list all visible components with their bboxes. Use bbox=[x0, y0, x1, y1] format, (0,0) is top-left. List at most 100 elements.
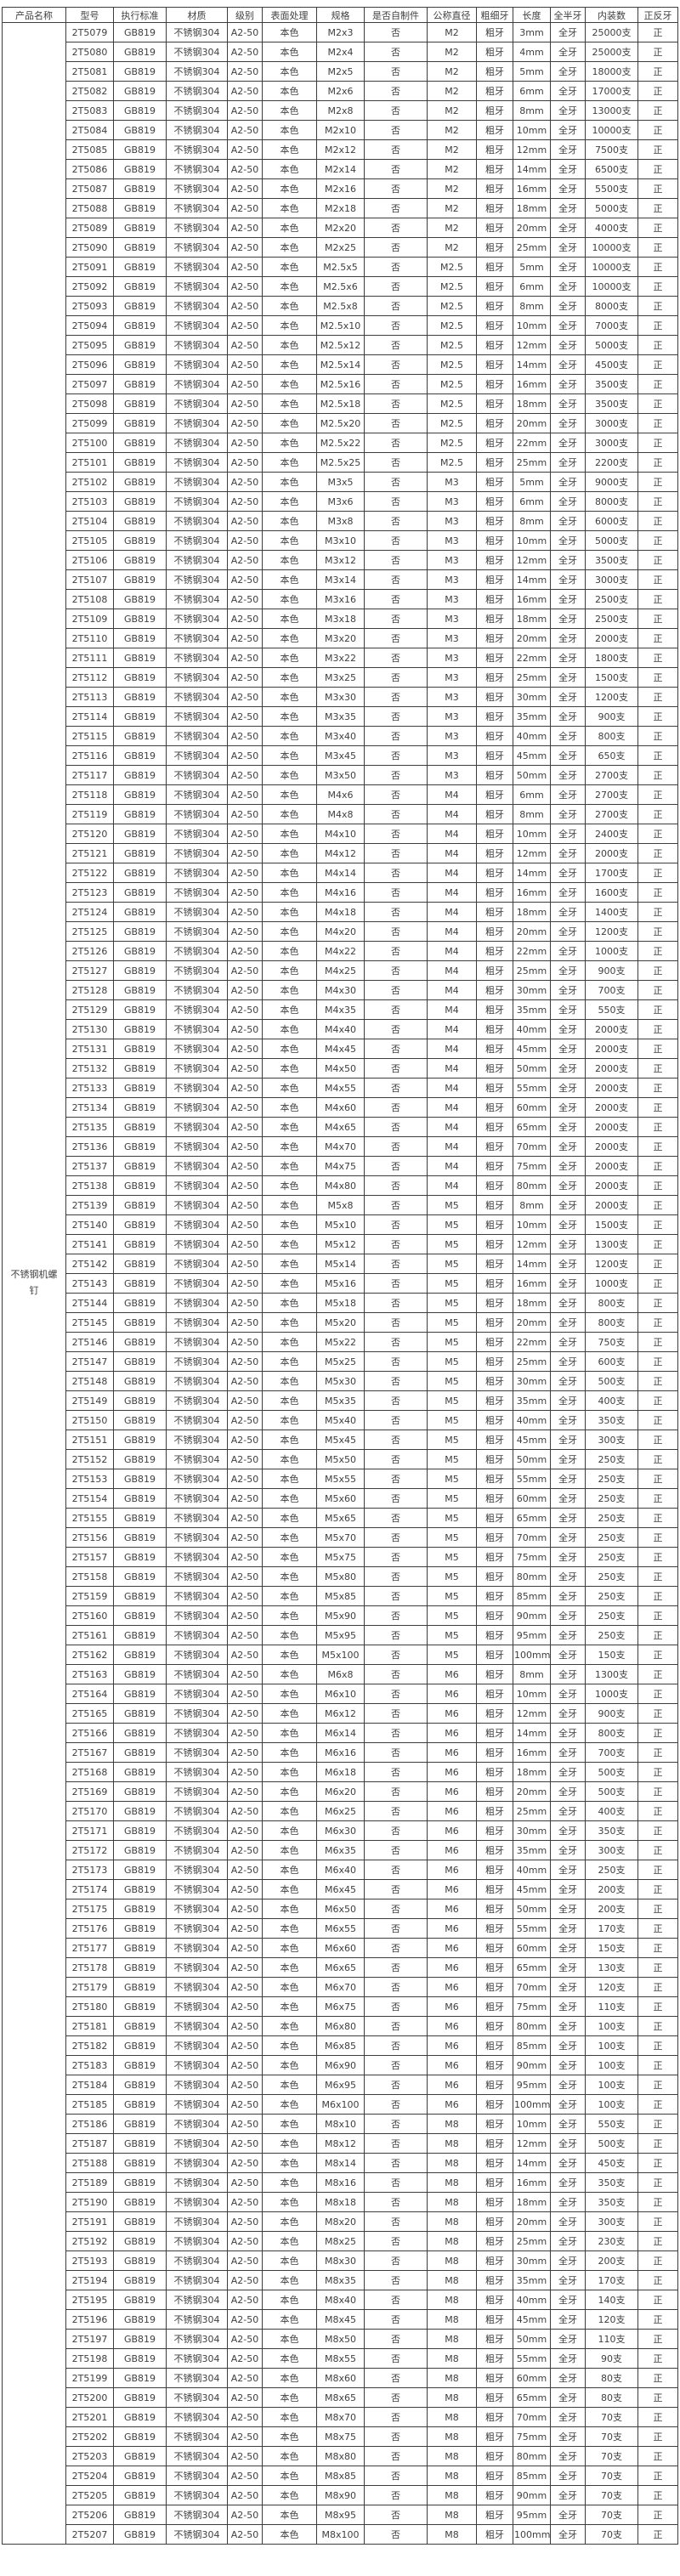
cell-thread-coverage: 全牙 bbox=[550, 120, 586, 140]
cell-self-tapping: 否 bbox=[364, 589, 428, 609]
cell-surface: 本色 bbox=[262, 178, 317, 199]
cell-surface: 本色 bbox=[262, 159, 317, 179]
cell-nominal-diameter: M2 bbox=[427, 218, 477, 238]
cell-thread-coverage: 全牙 bbox=[550, 960, 586, 981]
table-row: 2T5150 GB819 不锈钢304 A2-50 本色 M5x40 否 M5 粗牙 40mm 全牙… bbox=[3, 1410, 678, 1430]
cell-thread-pitch: 粗牙 bbox=[476, 2485, 513, 2505]
cell-standard: GB819 bbox=[113, 1351, 167, 1372]
cell-material: 不锈钢304 bbox=[166, 257, 228, 277]
cell-nominal-diameter: M5 bbox=[427, 1547, 477, 1567]
cell-model: 2T5114 bbox=[65, 706, 114, 727]
table-row: 2T5204 GB819 不锈钢304 A2-50 本色 M8x85 否 M8 粗牙 85mm 全牙… bbox=[3, 2466, 678, 2486]
cell-nominal-diameter: M5 bbox=[427, 1586, 477, 1606]
cell-model: 2T5144 bbox=[65, 1293, 114, 1313]
cell-thread-pitch: 粗牙 bbox=[476, 1312, 513, 1333]
cell-thread-pitch: 粗牙 bbox=[476, 491, 513, 512]
cell-grade: A2-50 bbox=[227, 1410, 263, 1430]
cell-material: 不锈钢304 bbox=[166, 2505, 228, 2525]
cell-length: 85mm bbox=[513, 1586, 551, 1606]
cell-grade: A2-50 bbox=[227, 1996, 263, 2017]
cell-material: 不锈钢304 bbox=[166, 1488, 228, 1509]
cell-grade: A2-50 bbox=[227, 2035, 263, 2056]
cell-material: 不锈钢304 bbox=[166, 999, 228, 1020]
cell-model: 2T5136 bbox=[65, 1136, 114, 1157]
cell-length: 10mm bbox=[513, 120, 551, 140]
cell-thread-coverage: 全牙 bbox=[550, 1977, 586, 1997]
cell-nominal-diameter: M2 bbox=[427, 61, 477, 82]
cell-surface: 本色 bbox=[262, 2446, 317, 2466]
cell-nominal-diameter: M8 bbox=[427, 2153, 477, 2173]
cell-nominal-diameter: M2.5 bbox=[427, 433, 477, 453]
cell-material: 不锈钢304 bbox=[166, 2055, 228, 2075]
cell-grade: A2-50 bbox=[227, 81, 263, 101]
cell-pack-quantity: 250支 bbox=[585, 1527, 638, 1548]
cell-thread-coverage: 全牙 bbox=[550, 1723, 586, 1743]
cell-grade: A2-50 bbox=[227, 2348, 263, 2369]
cell-length: 65mm bbox=[513, 2387, 551, 2408]
cell-standard: GB819 bbox=[113, 393, 167, 414]
col-thread-coverage: 全半牙 bbox=[550, 7, 586, 23]
cell-pack-quantity: 70支 bbox=[585, 2407, 638, 2427]
cell-standard: GB819 bbox=[113, 1684, 167, 1704]
table-row: 2T5090 GB819 不锈钢304 A2-50 本色 M2x25 否 M2 粗牙 25mm 全牙… bbox=[3, 237, 678, 258]
cell-pack-quantity: 90支 bbox=[585, 2348, 638, 2369]
cell-surface: 本色 bbox=[262, 1078, 317, 1098]
cell-thread-pitch: 粗牙 bbox=[476, 1586, 513, 1606]
cell-thread-coverage: 全牙 bbox=[550, 2016, 586, 2036]
cell-surface: 本色 bbox=[262, 296, 317, 316]
cell-grade: A2-50 bbox=[227, 882, 263, 903]
cell-standard: GB819 bbox=[113, 374, 167, 394]
cell-direction: 正 bbox=[638, 1840, 678, 1860]
cell-thread-coverage: 全牙 bbox=[550, 667, 586, 688]
cell-self-tapping: 否 bbox=[364, 667, 428, 688]
cell-pack-quantity: 2000支 bbox=[585, 1097, 638, 1118]
table-row: 2T5134 GB819 不锈钢304 A2-50 本色 M4x60 否 M4 粗牙 60mm 全牙… bbox=[3, 1097, 678, 1118]
table-row: 2T5145 GB819 不锈钢304 A2-50 本色 M5x20 否 M5 粗牙 20mm 全牙… bbox=[3, 1312, 678, 1333]
cell-surface: 本色 bbox=[262, 335, 317, 355]
cell-standard: GB819 bbox=[113, 1097, 167, 1118]
cell-model: 2T5175 bbox=[65, 1899, 114, 1919]
cell-grade: A2-50 bbox=[227, 609, 263, 629]
cell-pack-quantity: 1800支 bbox=[585, 648, 638, 668]
cell-direction: 正 bbox=[638, 804, 678, 824]
cell-length: 65mm bbox=[513, 1508, 551, 1528]
cell-pack-quantity: 2000支 bbox=[585, 843, 638, 863]
cell-model: 2T5148 bbox=[65, 1371, 114, 1391]
cell-surface: 本色 bbox=[262, 1273, 317, 1294]
cell-grade: A2-50 bbox=[227, 1449, 263, 1469]
cell-material: 不锈钢304 bbox=[166, 1469, 228, 1489]
cell-model: 2T5203 bbox=[65, 2446, 114, 2466]
cell-thread-coverage: 全牙 bbox=[550, 2035, 586, 2056]
cell-material: 不锈钢304 bbox=[166, 765, 228, 785]
cell-length: 45mm bbox=[513, 1430, 551, 1450]
cell-nominal-diameter: M2.5 bbox=[427, 276, 477, 297]
cell-nominal-diameter: M4 bbox=[427, 784, 477, 805]
cell-length: 85mm bbox=[513, 2466, 551, 2486]
cell-material: 不锈钢304 bbox=[166, 2133, 228, 2154]
cell-pack-quantity: 2500支 bbox=[585, 589, 638, 609]
cell-pack-quantity: 3000支 bbox=[585, 413, 638, 433]
cell-thread-coverage: 全牙 bbox=[550, 2466, 586, 2486]
cell-length: 25mm bbox=[513, 960, 551, 981]
cell-thread-coverage: 全牙 bbox=[550, 61, 586, 82]
cell-self-tapping: 否 bbox=[364, 1195, 428, 1215]
cell-direction: 正 bbox=[638, 745, 678, 766]
cell-pack-quantity: 2000支 bbox=[585, 1117, 638, 1137]
cell-model: 2T5164 bbox=[65, 1684, 114, 1704]
cell-direction: 正 bbox=[638, 1195, 678, 1215]
cell-pack-quantity: 140支 bbox=[585, 2290, 638, 2310]
cell-thread-coverage: 全牙 bbox=[550, 980, 586, 1000]
cell-nominal-diameter: M4 bbox=[427, 999, 477, 1020]
cell-grade: A2-50 bbox=[227, 433, 263, 453]
cell-standard: GB819 bbox=[113, 139, 167, 160]
cell-model: 2T5158 bbox=[65, 1566, 114, 1587]
cell-material: 不锈钢304 bbox=[166, 433, 228, 453]
cell-pack-quantity: 5000支 bbox=[585, 530, 638, 551]
cell-model: 2T5117 bbox=[65, 765, 114, 785]
cell-standard: GB819 bbox=[113, 1156, 167, 1176]
cell-model: 2T5177 bbox=[65, 1938, 114, 1958]
cell-spec: M3x22 bbox=[316, 648, 365, 668]
table-row: 2T5169 GB819 不锈钢304 A2-50 本色 M6x20 否 M6 粗牙 20mm 全牙… bbox=[3, 1781, 678, 1802]
cell-length: 22mm bbox=[513, 1332, 551, 1352]
cell-surface: 本色 bbox=[262, 1586, 317, 1606]
